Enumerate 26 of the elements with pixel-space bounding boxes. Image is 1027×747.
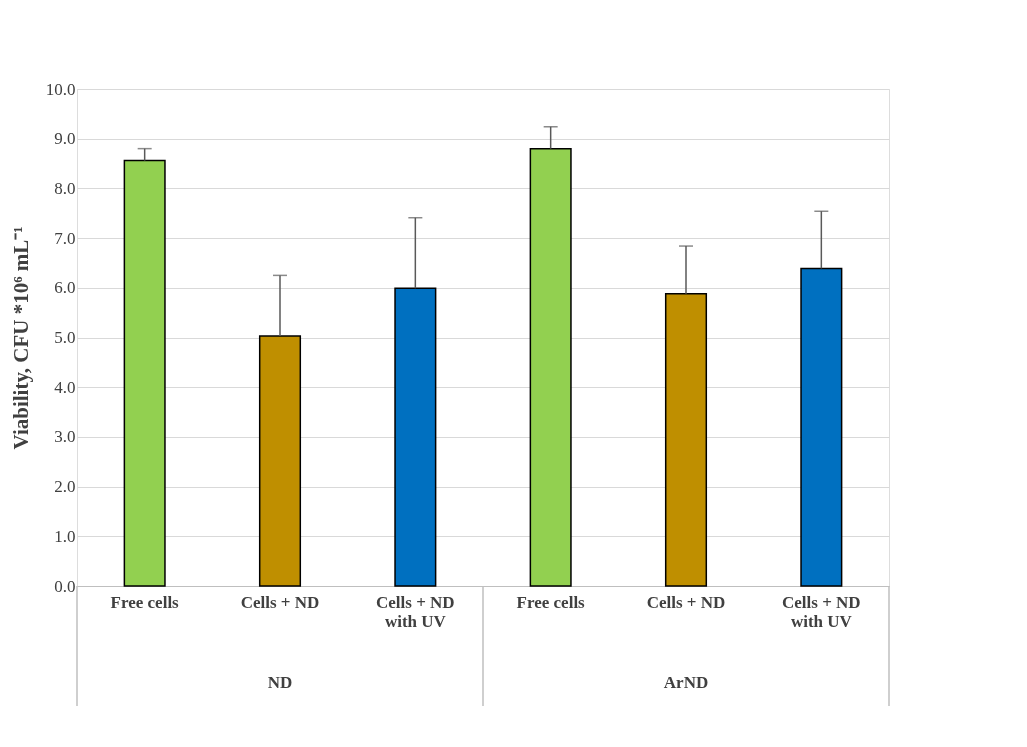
y-tick-label: 1.0: [54, 526, 76, 546]
x-tick-label: Cells + ND with UV: [376, 592, 455, 631]
bar: [394, 287, 437, 587]
bar: [258, 335, 302, 587]
y-axis-title: Viability, CFU *10⁶ mL⁻¹: [8, 226, 33, 450]
x-tick-label: Cells + ND: [646, 592, 726, 612]
y-tick-label: 8.0: [54, 178, 76, 198]
y-tick-label: 7.0: [54, 228, 76, 248]
y-tick-label: 0.0: [54, 576, 76, 596]
y-tick-label: 9.0: [54, 129, 76, 149]
bar: [529, 147, 572, 587]
x-tick-label: Cells + ND: [240, 592, 320, 612]
y-tick-label: 3.0: [54, 427, 76, 447]
y-tick-label: 10.0: [45, 79, 76, 99]
y-tick-label: 2.0: [54, 477, 76, 497]
bar: [800, 267, 843, 587]
y-tick-label: 6.0: [54, 278, 76, 298]
y-tick-label: 5.0: [54, 328, 76, 347]
bar: [123, 159, 166, 587]
x-tick-label: Free cells: [110, 592, 180, 612]
text: ArND: [663, 673, 709, 692]
x-tick-label: Cells + ND with UV: [782, 592, 861, 631]
text: ND: [267, 673, 293, 692]
bar: [664, 293, 708, 587]
y-tick-label: 4.0: [54, 377, 76, 397]
x-tick-label: Free cells: [516, 592, 586, 612]
